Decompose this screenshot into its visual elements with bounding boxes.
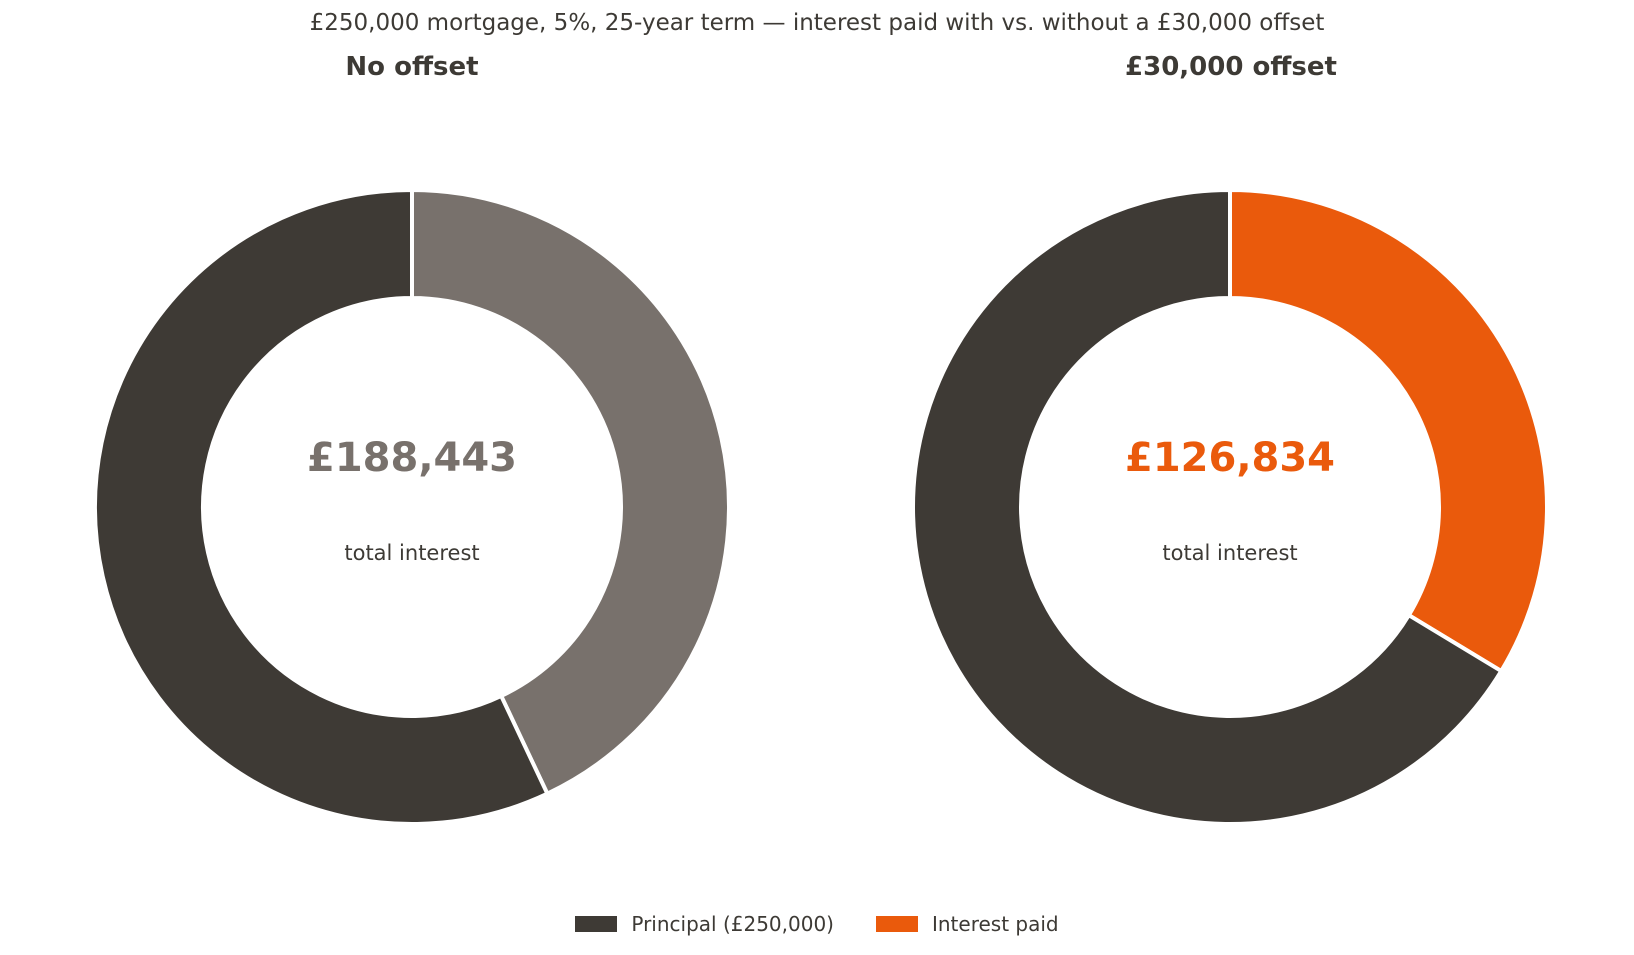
legend: Principal (£250,000) Interest paid	[0, 912, 1634, 936]
legend-swatch-principal	[575, 916, 618, 932]
donut-no-offset	[93, 187, 731, 826]
slice-interest-paid	[1228, 187, 1549, 674]
panel-title-no-offset: No offset	[345, 52, 479, 82]
legend-label-principal: Principal (£250,000)	[631, 912, 834, 936]
chart-title: £250,000 mortgage, 5%, 25-year term — in…	[309, 10, 1325, 36]
donut-offset	[911, 187, 1549, 826]
center-value-no-offset: £188,443	[307, 435, 517, 481]
legend-swatch-interest	[875, 916, 918, 932]
legend-label-interest: Interest paid	[931, 912, 1059, 936]
slice-principal	[93, 187, 550, 826]
center-label-offset: total interest	[1162, 541, 1297, 565]
slice-principal	[911, 187, 1504, 826]
panel-title-offset: £30,000 offset	[1125, 52, 1337, 82]
center-value-offset: £126,834	[1125, 435, 1335, 481]
slice-interest-paid	[410, 187, 731, 797]
legend-item-interest: Interest paid	[875, 912, 1059, 936]
legend-item-principal: Principal (£250,000)	[575, 912, 834, 936]
center-label-no-offset: total interest	[344, 541, 479, 565]
